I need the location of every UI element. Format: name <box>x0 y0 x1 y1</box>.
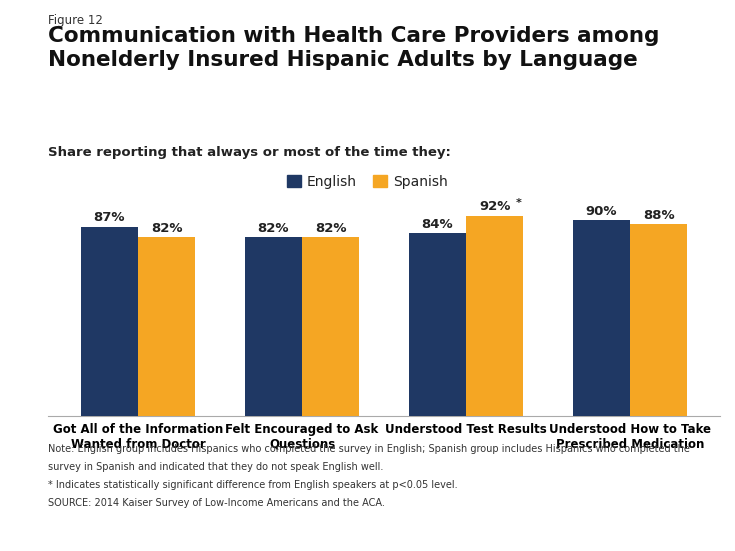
Text: * Indicates statistically significant difference from English speakers at p<0.05: * Indicates statistically significant di… <box>48 480 457 490</box>
Text: 82%: 82% <box>151 222 182 235</box>
Bar <box>245 237 302 416</box>
Text: THE HENRY J.
KAISER
FAMILY
FOUNDATION: THE HENRY J. KAISER FAMILY FOUNDATION <box>625 476 696 523</box>
Bar <box>138 237 196 416</box>
Text: 82%: 82% <box>257 222 289 235</box>
Text: *: * <box>516 198 522 208</box>
Text: 87%: 87% <box>93 212 125 224</box>
Text: Share reporting that always or most of the time they:: Share reporting that always or most of t… <box>48 146 451 159</box>
Text: 90%: 90% <box>586 205 617 218</box>
Bar <box>630 224 687 416</box>
Text: Note: English group includes Hispanics who completed the survey in English; Span: Note: English group includes Hispanics w… <box>48 444 689 453</box>
Text: 92%: 92% <box>479 201 510 213</box>
Text: survey in Spanish and indicated that they do not speak English well.: survey in Spanish and indicated that the… <box>48 462 383 472</box>
Bar <box>466 215 523 416</box>
Text: Figure 12: Figure 12 <box>48 14 103 28</box>
Text: 88%: 88% <box>643 209 675 222</box>
Bar <box>302 237 359 416</box>
Text: 84%: 84% <box>422 218 453 231</box>
Text: Communication with Health Care Providers among
Nonelderly Insured Hispanic Adult: Communication with Health Care Providers… <box>48 26 659 69</box>
Text: 82%: 82% <box>315 222 346 235</box>
Bar <box>573 220 630 416</box>
Legend: English, Spanish: English, Spanish <box>287 175 448 189</box>
Bar <box>81 226 138 416</box>
Text: SOURCE: 2014 Kaiser Survey of Low-Income Americans and the ACA.: SOURCE: 2014 Kaiser Survey of Low-Income… <box>48 498 384 508</box>
Bar <box>409 233 466 416</box>
